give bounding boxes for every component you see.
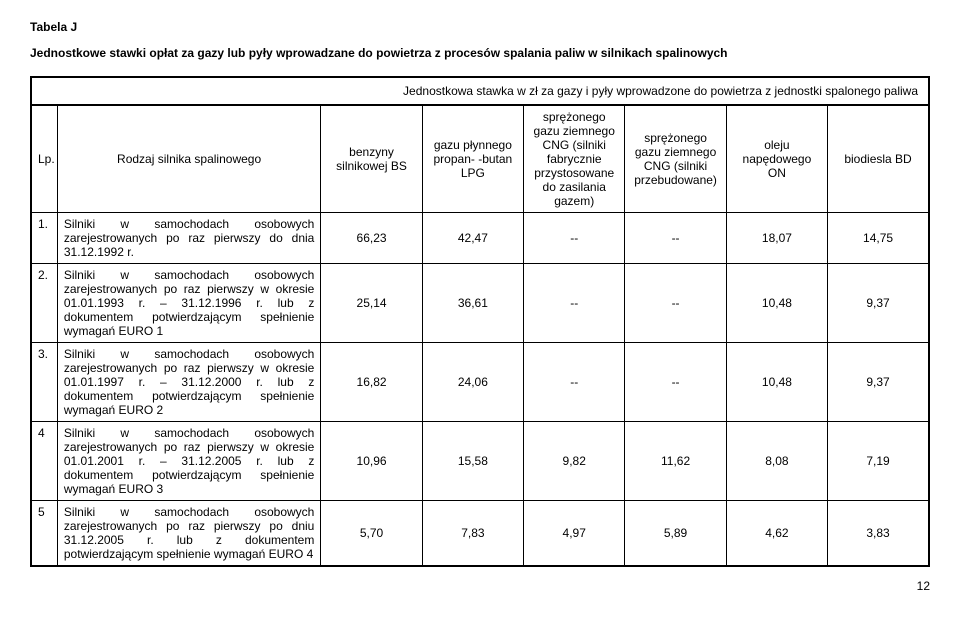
cell-lp: 3.: [31, 343, 57, 422]
cell-val: 4,62: [726, 501, 827, 567]
table-body: 1. Silniki w samochodach osobowych zarej…: [31, 213, 929, 567]
table-row: 2. Silniki w samochodach osobowych zarej…: [31, 264, 929, 343]
col-rodzaj: Rodzaj silnika spalinowego: [57, 105, 321, 213]
cell-desc: Silniki w samochodach osobowych zarejest…: [57, 343, 321, 422]
cell-val: 8,08: [726, 422, 827, 501]
cell-val: 10,48: [726, 343, 827, 422]
page-number: 12: [30, 579, 930, 593]
cell-lp: 5: [31, 501, 57, 567]
cell-val: 7,19: [828, 422, 929, 501]
cell-val: 25,14: [321, 264, 422, 343]
cell-val: 10,48: [726, 264, 827, 343]
cell-val: --: [625, 343, 726, 422]
cell-lp: 1.: [31, 213, 57, 264]
cell-val: --: [524, 264, 625, 343]
col-cng-prz: sprężonego gazu ziemnego CNG (silniki pr…: [625, 105, 726, 213]
cell-val: 15,58: [422, 422, 523, 501]
cell-desc: Silniki w samochodach osobowych zarejest…: [57, 264, 321, 343]
cell-val: 10,96: [321, 422, 422, 501]
cell-lp: 4: [31, 422, 57, 501]
cell-desc: Silniki w samochodach osobowych zarejest…: [57, 213, 321, 264]
cell-val: 16,82: [321, 343, 422, 422]
table-row: 1. Silniki w samochodach osobowych zarej…: [31, 213, 929, 264]
table-row: 3. Silniki w samochodach osobowych zarej…: [31, 343, 929, 422]
cell-desc: Silniki w samochodach osobowych zarejest…: [57, 422, 321, 501]
cell-val: --: [524, 213, 625, 264]
col-lpg: gazu płynnego propan- -butan LPG: [422, 105, 523, 213]
col-on: oleju napędowego ON: [726, 105, 827, 213]
cell-val: 5,70: [321, 501, 422, 567]
cell-val: 18,07: [726, 213, 827, 264]
cell-val: --: [625, 264, 726, 343]
cell-val: 11,62: [625, 422, 726, 501]
col-cng-fab: sprężonego gazu ziemnego CNG (silniki fa…: [524, 105, 625, 213]
col-bd: biodiesla BD: [828, 105, 929, 213]
cell-lp: 2.: [31, 264, 57, 343]
cell-val: 14,75: [828, 213, 929, 264]
col-lp: Lp.: [31, 105, 57, 213]
cell-val: 66,23: [321, 213, 422, 264]
cell-val: 9,37: [828, 343, 929, 422]
cell-val: 9,82: [524, 422, 625, 501]
cell-val: 9,37: [828, 264, 929, 343]
cell-val: --: [524, 343, 625, 422]
cell-desc: Silniki w samochodach osobowych zarejest…: [57, 501, 321, 567]
rates-table: Lp. Rodzaj silnika spalinowego benzyny s…: [30, 104, 930, 567]
cell-val: 7,83: [422, 501, 523, 567]
table-row: 4 Silniki w samochodach osobowych zareje…: [31, 422, 929, 501]
table-header-row: Lp. Rodzaj silnika spalinowego benzyny s…: [31, 105, 929, 213]
col-benzyna: benzyny silnikowej BS: [321, 105, 422, 213]
cell-val: --: [625, 213, 726, 264]
table-label: Tabela J: [30, 20, 930, 34]
table-row: 5 Silniki w samochodach osobowych zareje…: [31, 501, 929, 567]
table-caption: Jednostkowe stawki opłat za gazy lub pył…: [30, 46, 930, 60]
cell-val: 4,97: [524, 501, 625, 567]
cell-val: 24,06: [422, 343, 523, 422]
cell-val: 42,47: [422, 213, 523, 264]
cell-val: 36,61: [422, 264, 523, 343]
cell-val: 5,89: [625, 501, 726, 567]
header-topbox: Jednostkowa stawka w zł za gazy i pyły w…: [30, 76, 930, 104]
cell-val: 3,83: [828, 501, 929, 567]
